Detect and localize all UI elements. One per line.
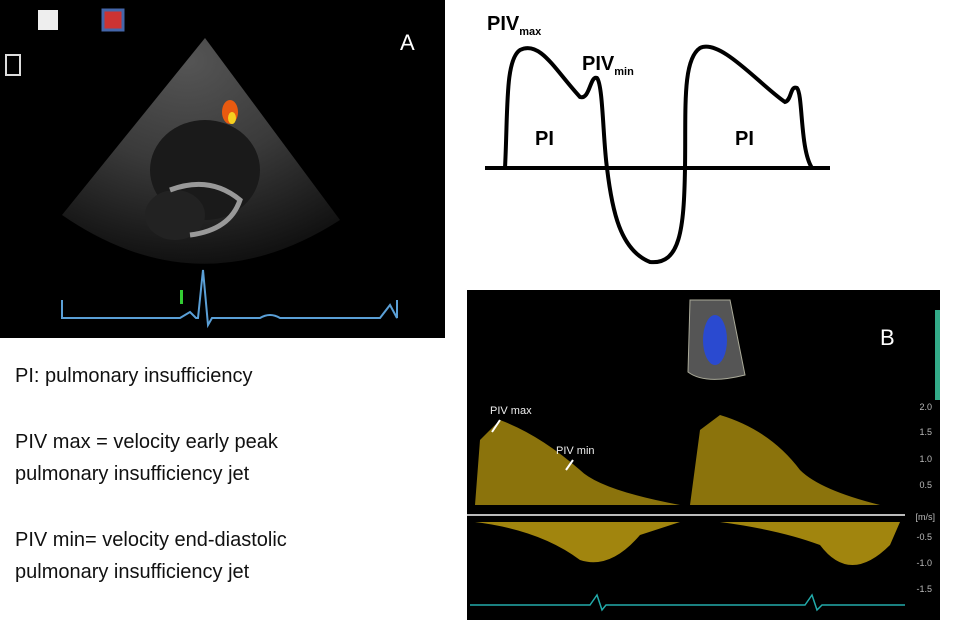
scale-label: -1.5 — [916, 584, 932, 594]
piv-min-label: PIVmin — [582, 53, 634, 78]
legend-line: PIV min= velocity end-diastolic — [15, 529, 287, 551]
icon — [38, 10, 58, 30]
scale-label: 1.5 — [919, 427, 932, 437]
label-sub: min — [614, 66, 634, 78]
doppler-signal — [475, 522, 900, 565]
scale-label: -1.0 — [916, 558, 932, 568]
velocity-scale: 2.0 1.5 1.0 0.5 -0.5 -1.0 -1.5 — [916, 402, 932, 594]
scale-label: -0.5 — [916, 532, 932, 542]
scale-label: 2.0 — [919, 402, 932, 412]
annotation: PIV max — [490, 405, 532, 417]
arrow — [565, 459, 574, 471]
echo-wall — [169, 181, 243, 238]
panel-b: PIV max PIV min B 2.0 1.5 1.0 0.5 -0.5 -1.0 -1… — [467, 290, 940, 620]
legend-line: pulmonary insufficiency jet — [15, 561, 250, 583]
doppler-signal — [475, 415, 880, 505]
unit-label: [m/s] — [916, 512, 936, 522]
label-sub: max — [519, 26, 542, 38]
marker — [180, 290, 183, 304]
piv-max-label: PIVmax — [487, 13, 542, 38]
ecg-trace — [470, 593, 905, 612]
legend-line: pulmonary insufficiency jet — [15, 463, 250, 485]
region-label: PI — [735, 128, 754, 150]
label-base: PIV — [582, 53, 615, 75]
color-flow — [703, 315, 727, 365]
panel-a: A — [0, 0, 445, 338]
legend: PI: pulmonary insufficiency PIV max = vel… — [15, 365, 287, 583]
scale-label: 1.0 — [919, 454, 932, 464]
arrow — [491, 419, 501, 433]
panel-label: B — [880, 325, 895, 350]
legend-line: PI: pulmonary insufficiency — [15, 365, 253, 387]
icon — [5, 54, 21, 76]
scale-label: 0.5 — [919, 480, 932, 490]
region-label: PI — [535, 128, 554, 150]
icon — [101, 8, 125, 32]
waveform — [503, 44, 814, 265]
ecg-trace — [61, 269, 398, 329]
panel-label: A — [400, 30, 415, 55]
echo-chamber — [145, 190, 205, 240]
schematic: PIVmax PIVmin PI PI — [485, 13, 830, 265]
legend-line: PIV max = velocity early peak — [15, 431, 279, 453]
color-bar — [935, 310, 940, 400]
label-base: PIV — [487, 13, 520, 35]
annotation: PIV min — [556, 445, 595, 457]
color-jet — [228, 112, 236, 124]
